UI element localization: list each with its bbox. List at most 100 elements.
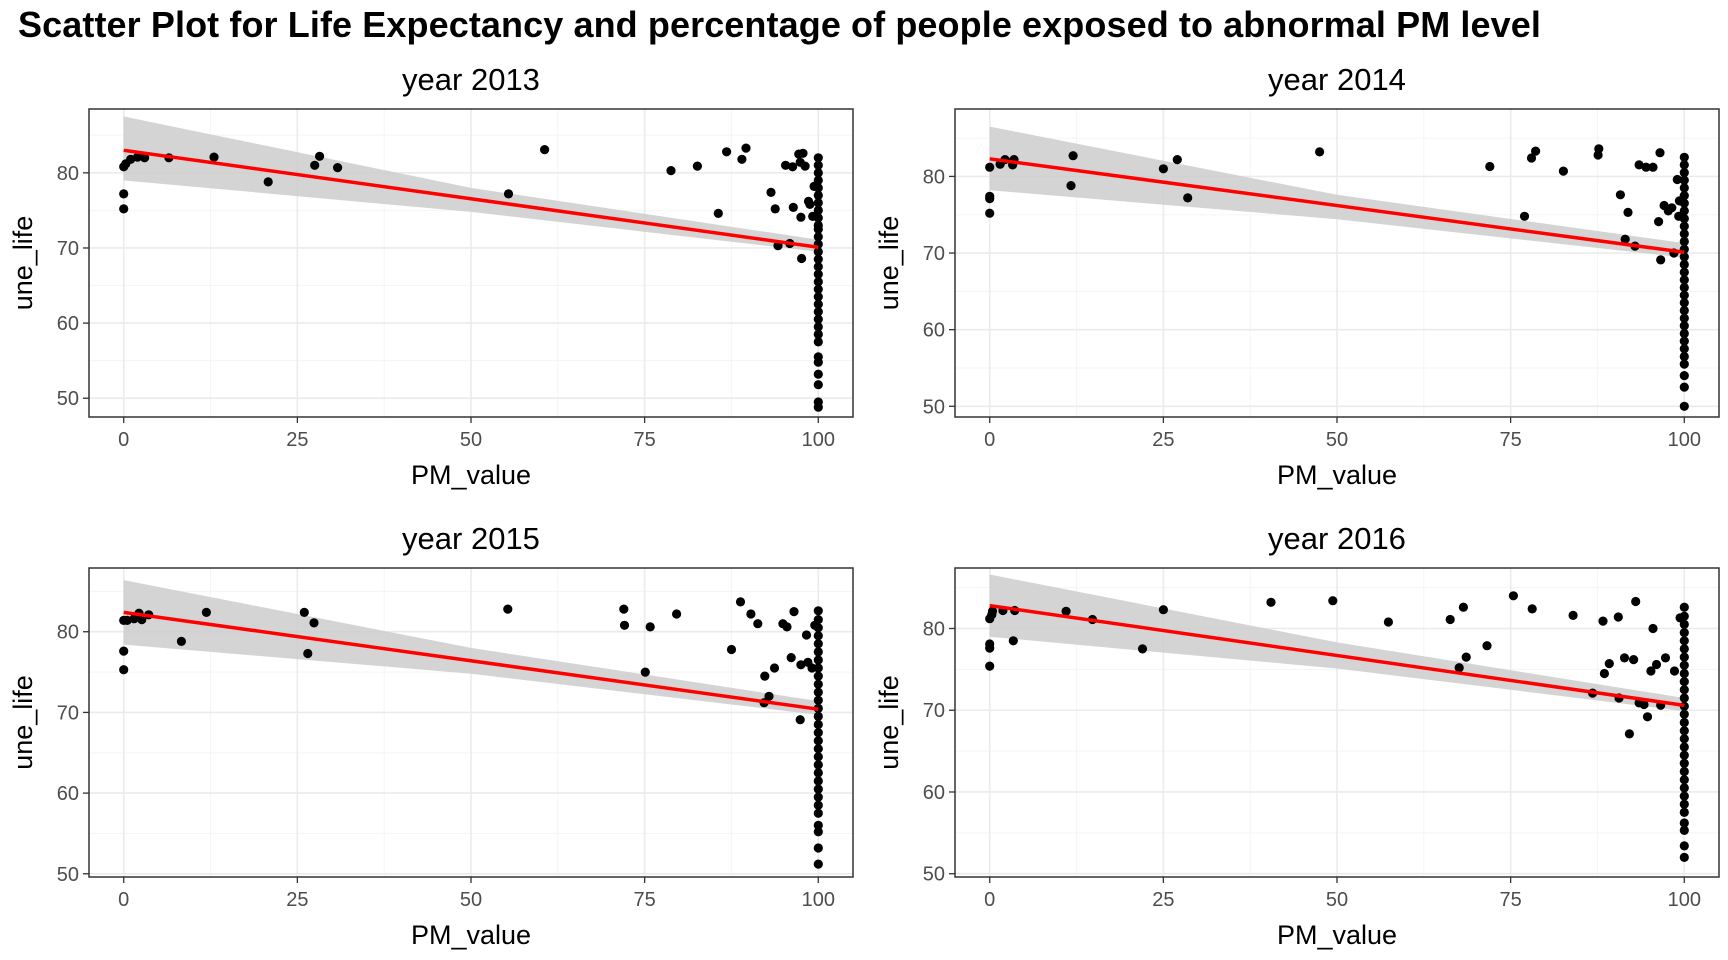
panel-title: year 2016 xyxy=(1268,521,1406,556)
data-point xyxy=(797,253,807,264)
data-point xyxy=(985,208,995,218)
data-point xyxy=(1679,652,1689,662)
data-point xyxy=(503,189,514,199)
data-point xyxy=(1679,717,1689,728)
data-point xyxy=(1679,602,1689,612)
data-point xyxy=(737,154,747,164)
data-point xyxy=(1558,166,1568,176)
x-tick-label: 50 xyxy=(1326,429,1348,451)
data-point xyxy=(1631,596,1641,607)
data-point xyxy=(1445,614,1455,625)
data-point xyxy=(813,254,823,264)
data-point xyxy=(813,402,823,412)
data-point xyxy=(813,168,823,178)
data-point xyxy=(303,648,313,659)
data-point xyxy=(813,175,823,185)
data-point xyxy=(985,191,995,201)
data-point xyxy=(1654,217,1664,227)
data-point xyxy=(1679,198,1689,208)
data-point xyxy=(1679,611,1689,621)
regression-line xyxy=(989,157,1685,255)
data-point xyxy=(1679,825,1689,836)
x-tick-label: 0 xyxy=(984,429,995,451)
data-point xyxy=(813,639,823,649)
x-tick-label: 25 xyxy=(1152,429,1174,451)
data-point xyxy=(1158,164,1168,174)
x-tick-label: 0 xyxy=(118,889,129,911)
data-point xyxy=(1615,190,1625,200)
data-point xyxy=(1679,321,1689,331)
data-point xyxy=(1629,655,1639,665)
data-point xyxy=(1183,193,1193,203)
y-tick-label: 70 xyxy=(923,243,945,265)
data-point xyxy=(1485,161,1495,172)
data-point xyxy=(813,205,823,215)
data-point xyxy=(813,329,823,339)
data-point xyxy=(1679,259,1689,270)
data-point xyxy=(1679,305,1689,316)
x-axis-title: PM_value xyxy=(411,920,531,950)
data-point xyxy=(813,284,823,294)
x-tick-label: 100 xyxy=(1668,889,1701,911)
y-tick-label: 80 xyxy=(923,166,945,188)
data-point xyxy=(1679,750,1689,760)
data-point xyxy=(813,687,823,697)
data-point xyxy=(813,307,823,317)
data-point xyxy=(813,606,823,616)
data-point xyxy=(1679,818,1689,828)
data-point xyxy=(1655,148,1665,158)
x-tick-label: 0 xyxy=(118,429,129,451)
data-point xyxy=(1679,359,1689,369)
data-point xyxy=(119,189,129,199)
data-point xyxy=(813,820,823,831)
data-point xyxy=(333,163,343,173)
data-point xyxy=(176,636,186,647)
data-point xyxy=(1679,734,1689,744)
data-point xyxy=(1679,677,1689,687)
data-point xyxy=(801,630,812,640)
data-point xyxy=(1669,666,1680,676)
data-point xyxy=(741,143,751,153)
data-point xyxy=(813,224,823,234)
data-point xyxy=(722,147,732,157)
data-point xyxy=(1266,597,1276,607)
data-point xyxy=(1656,255,1666,265)
data-point xyxy=(1679,175,1689,185)
data-point xyxy=(1679,726,1689,736)
data-point xyxy=(1679,152,1689,162)
data-point xyxy=(122,615,132,626)
y-tick-label: 80 xyxy=(57,163,79,185)
data-point xyxy=(788,162,798,172)
data-point xyxy=(813,663,823,673)
data-point xyxy=(1679,191,1689,201)
data-point xyxy=(987,606,998,616)
data-point xyxy=(1679,775,1689,785)
data-point xyxy=(813,369,823,379)
x-axis-title: PM_value xyxy=(1277,920,1397,950)
y-tick-label: 60 xyxy=(923,782,945,804)
data-point xyxy=(735,597,746,607)
x-tick-label: 100 xyxy=(802,889,835,911)
data-point xyxy=(1679,160,1689,170)
data-point xyxy=(813,247,823,257)
data-point xyxy=(1527,604,1537,614)
data-point xyxy=(1679,401,1689,411)
regression-line xyxy=(123,148,819,249)
data-point xyxy=(813,679,823,689)
data-point xyxy=(813,655,823,665)
data-point xyxy=(770,204,780,214)
data-point xyxy=(1679,636,1689,646)
data-point xyxy=(1667,203,1677,213)
data-point xyxy=(1531,146,1541,156)
data-point xyxy=(1679,693,1689,703)
data-point xyxy=(1461,652,1471,662)
data-point xyxy=(1679,183,1689,193)
data-point xyxy=(1068,151,1078,161)
data-point xyxy=(1679,298,1689,308)
data-point xyxy=(813,337,823,347)
panel-4: 0 25 50 75 100 50 60 70 80 year 2016 PM_value une_l… xyxy=(874,521,1720,950)
data-point xyxy=(1604,659,1614,669)
data-point xyxy=(119,665,129,675)
data-point xyxy=(813,728,823,738)
